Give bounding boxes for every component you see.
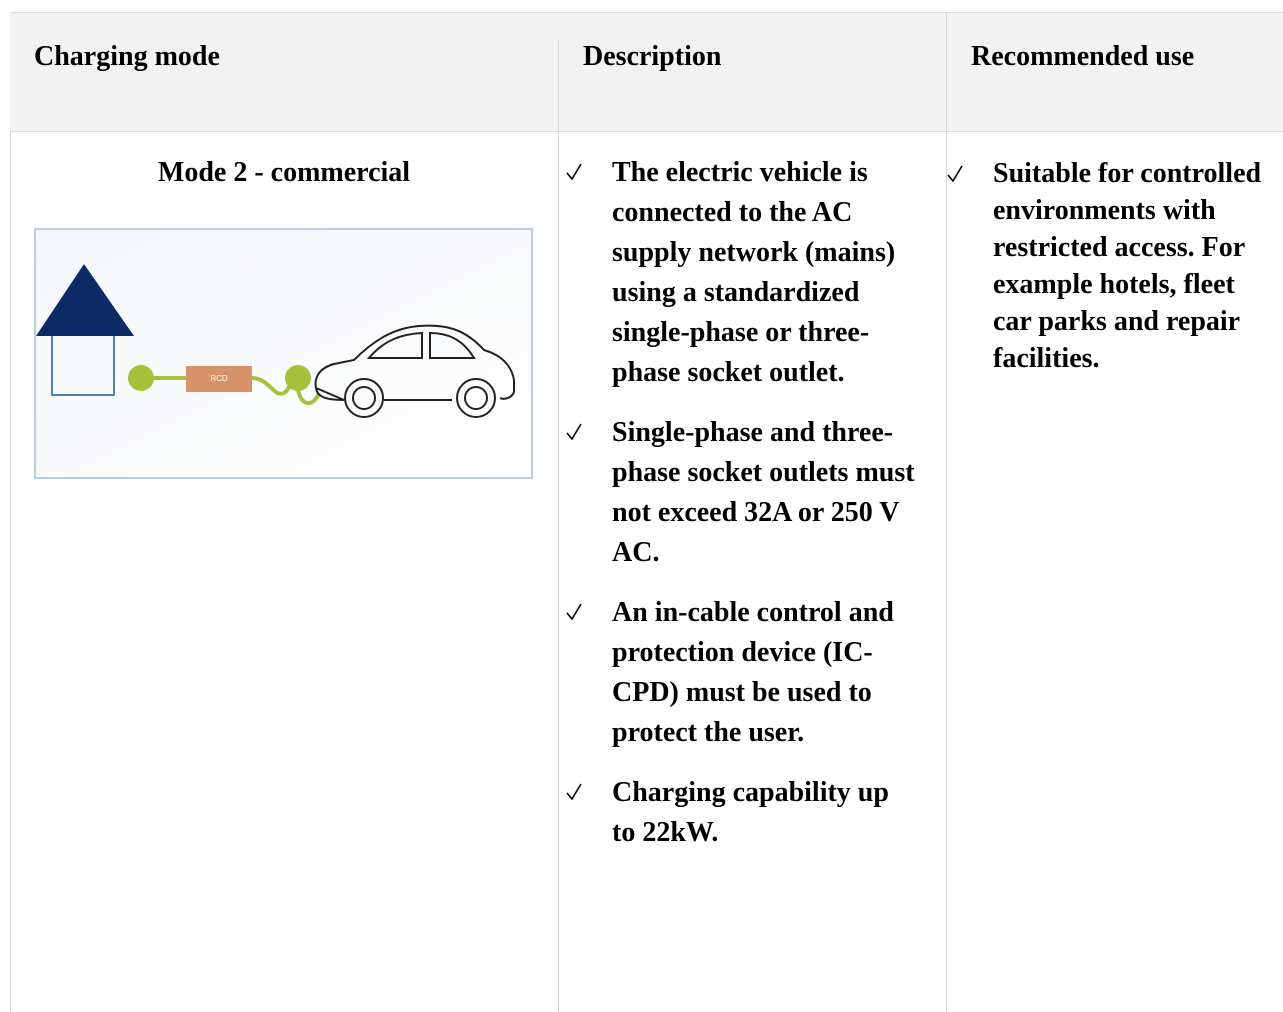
bullet-item: An in-cable control and protection devic… bbox=[566, 593, 917, 753]
bullet-text: Single-phase and three-phase socket outl… bbox=[612, 417, 915, 568]
bullet-item: Charging capability up to 22kW. bbox=[566, 773, 917, 853]
bullet-item: Suitable for controlled environments wit… bbox=[947, 155, 1268, 377]
mode-title: Mode 2 - commercial bbox=[157, 157, 411, 188]
description-list: The electric vehicle is connected to the… bbox=[566, 153, 917, 873]
rcd-label: RCD bbox=[210, 374, 228, 383]
bullet-item: The electric vehicle is connected to the… bbox=[566, 153, 917, 393]
bullet-text: An in-cable control and protection devic… bbox=[612, 597, 894, 748]
header-row bbox=[10, 12, 1283, 132]
column-header: Description bbox=[583, 41, 722, 72]
bullet-text: The electric vehicle is connected to the… bbox=[612, 157, 896, 388]
check-icon bbox=[566, 603, 582, 621]
check-icon bbox=[566, 423, 582, 441]
border bbox=[946, 12, 947, 1012]
check-icon bbox=[566, 163, 582, 181]
bullet-item: Single-phase and three-phase socket outl… bbox=[566, 413, 917, 573]
border bbox=[558, 40, 559, 1012]
mode-illustration: RCD bbox=[34, 228, 533, 479]
check-icon bbox=[566, 783, 582, 801]
column-header: Recommended use bbox=[971, 41, 1195, 72]
recommended-list: Suitable for controlled environments wit… bbox=[947, 155, 1268, 377]
bullet-text: Charging capability up to 22kW. bbox=[612, 777, 889, 848]
check-icon bbox=[947, 165, 963, 183]
border bbox=[10, 130, 11, 1012]
column-header: Charging mode bbox=[34, 41, 220, 72]
bullet-text: Suitable for controlled environments wit… bbox=[993, 158, 1262, 374]
